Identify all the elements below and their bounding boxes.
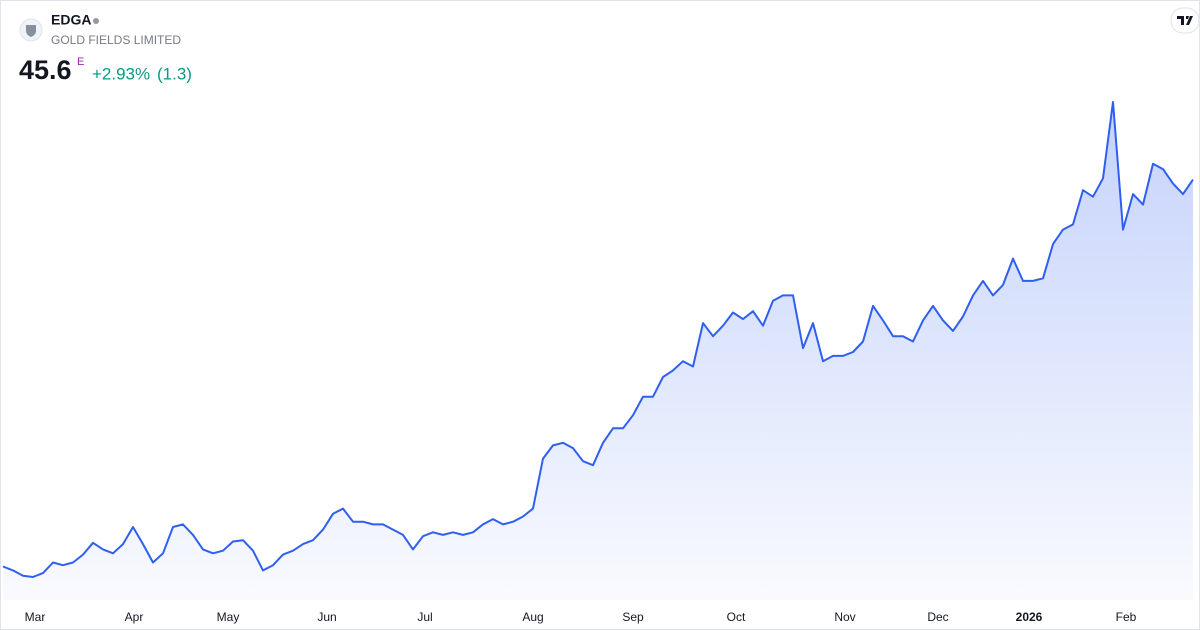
x-tick-label: Dec [927,610,948,624]
x-tick-label: Mar [25,610,46,624]
brand-logo [1177,16,1193,25]
last-price: 45.6 [19,55,72,85]
x-tick-label: Apr [125,610,144,624]
x-tick-label: Aug [522,610,543,624]
status-dot [93,18,99,24]
x-tick-label: Feb [1116,610,1137,624]
change-value: (1.3) [157,64,192,83]
x-tick-label: Oct [727,610,746,624]
logo-mark [26,25,36,37]
price-marker: E [77,56,84,68]
plot-area: Mar Apr May Jun Jul Aug Sep Oct Nov Dec 2026 Feb [2,101,1194,624]
x-tick-label: May [217,610,240,624]
change-percent: +2.93% [92,64,150,83]
symbol: EDGA [51,12,91,28]
brand-badge[interactable] [1170,7,1200,34]
x-tick-label: Sep [622,610,644,624]
company-name: GOLD FIELDS LIMITED [51,33,181,47]
x-tick-label: Jun [317,610,336,624]
x-tick-label: 2026 [1016,610,1043,624]
price-line [2,101,1194,578]
x-tick-label: Nov [834,610,855,624]
area-fill [3,102,1193,600]
x-tick-label: Jul [417,610,432,624]
